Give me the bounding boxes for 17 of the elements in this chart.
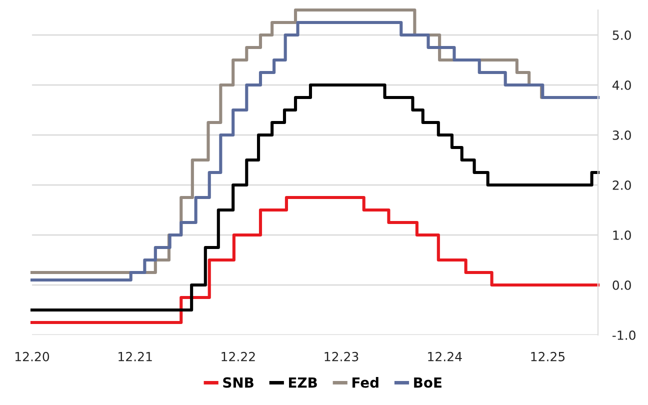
x-tick-label: 12.22 bbox=[222, 352, 255, 362]
y-tick-label: 1.0 bbox=[613, 230, 631, 240]
y-tick-label: 5.0 bbox=[612, 30, 631, 40]
x-tick-label: 12.25 bbox=[531, 352, 565, 362]
y-tick-label: 2.0 bbox=[612, 180, 631, 190]
legend-label: BoE bbox=[414, 377, 442, 388]
y-tick-label: 4.0 bbox=[612, 80, 631, 90]
legend-label: SNB bbox=[223, 377, 254, 388]
x-tick-label: 12.21 bbox=[118, 352, 152, 362]
x-tick-label: 12.23 bbox=[324, 352, 358, 362]
legend-label: Fed bbox=[352, 377, 378, 388]
y-tick-label: 0.0 bbox=[612, 280, 631, 290]
legend-label: EZB bbox=[289, 377, 317, 388]
x-tick-label: 12.24 bbox=[428, 352, 462, 362]
y-tick-label: -1.0 bbox=[612, 330, 636, 340]
y-tick-label: 3.0 bbox=[612, 130, 631, 140]
x-tick-label: 12.20 bbox=[15, 352, 50, 362]
